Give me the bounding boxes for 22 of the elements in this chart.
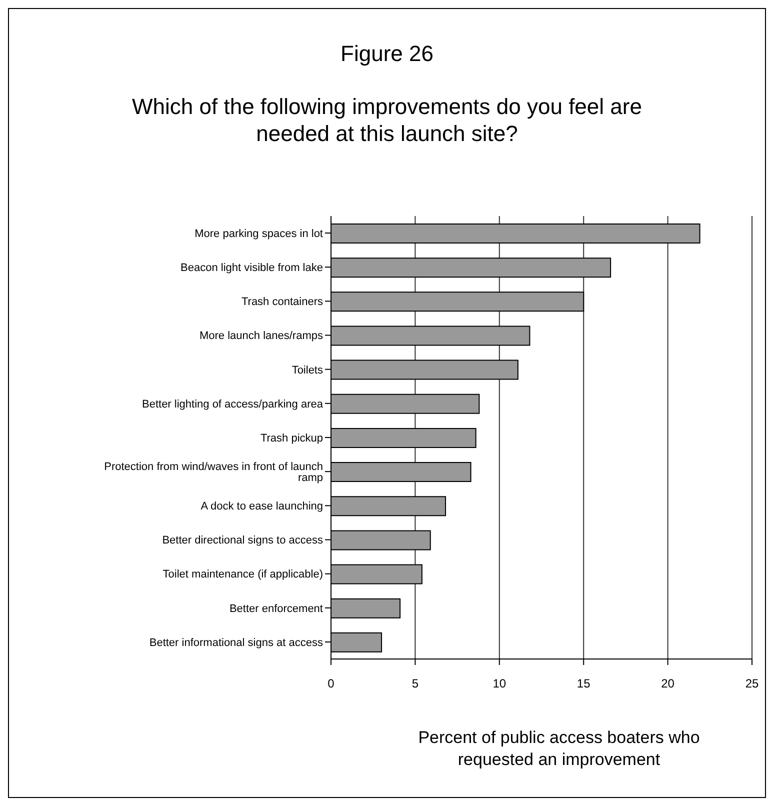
- x-tick-label: 5: [412, 676, 419, 691]
- y-tick-label: Better lighting of access/parking area: [142, 398, 324, 410]
- y-tick-label: Beacon light visible from lake: [180, 262, 323, 274]
- y-tick-label: Trash pickup: [260, 432, 323, 444]
- chart-title: Figure 26: [340, 41, 434, 67]
- y-tick-label: Better directional signs to access: [162, 534, 324, 547]
- chart-subtitle: Which of the following improvements do you feel are needed at this launch site?: [131, 93, 643, 147]
- x-tick-label: 25: [745, 676, 759, 691]
- y-tick-label: Better enforcement: [229, 602, 323, 615]
- y-tick-label: Protection from wind/waves in front of launch ramp: [104, 460, 323, 484]
- y-tick-label: More launch lanes/ramps: [199, 330, 324, 342]
- x-tick-label: 10: [492, 676, 506, 691]
- y-tick-label: Trash containers: [241, 296, 324, 308]
- y-tick-label: Toilet maintenance (if applicable): [162, 568, 323, 581]
- y-tick-label: Toilets: [292, 364, 324, 376]
- x-tick-label: 20: [661, 676, 675, 691]
- y-tick-label: More parking spaces in lot: [194, 228, 323, 240]
- x-axis-title: Percent of public access boaters who requested an improvement: [417, 727, 701, 771]
- x-tick-label: 0: [328, 676, 335, 691]
- x-tick-label: 15: [576, 676, 591, 691]
- y-tick-label: A dock to ease launching: [200, 500, 323, 513]
- y-tick-label: Better informational signs at access: [149, 636, 324, 649]
